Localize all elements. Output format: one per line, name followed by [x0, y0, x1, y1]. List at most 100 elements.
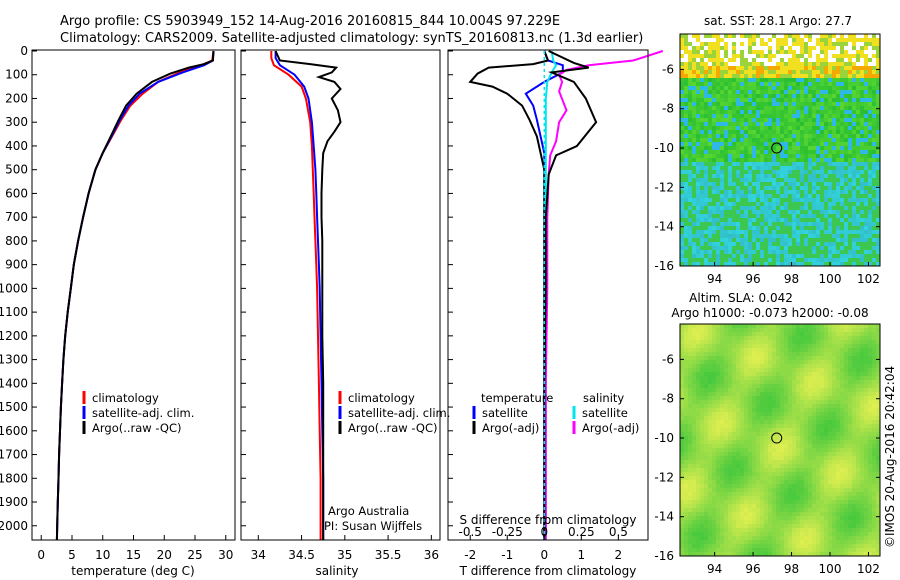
map-cell: [860, 178, 865, 183]
map-cell: [684, 134, 689, 139]
map-cell: [688, 50, 693, 55]
map-cell: [744, 246, 749, 251]
map-cell: [708, 214, 713, 219]
map-cell: [796, 250, 801, 255]
map-cell: [700, 348, 705, 353]
map-cell: [732, 182, 737, 187]
map-cell: [756, 408, 761, 413]
map-cell: [832, 364, 837, 369]
map-cell: [832, 444, 837, 449]
map-cell: [836, 198, 841, 203]
map-cell: [700, 250, 705, 255]
map-cell: [688, 66, 693, 71]
map-cell: [852, 38, 857, 43]
map-cell: [720, 118, 725, 123]
map-cell: [788, 86, 793, 91]
map-cell: [724, 150, 729, 155]
map-cell: [680, 134, 685, 139]
map-cell: [796, 54, 801, 59]
salinity-depth-ticks: [241, 50, 246, 527]
map-cell: [680, 142, 685, 147]
map-cell: [760, 238, 765, 243]
map-cell: [796, 82, 801, 87]
map-cell: [812, 162, 817, 167]
map-cell: [756, 440, 761, 445]
map-cell: [748, 70, 753, 75]
map-cell: [864, 340, 869, 345]
map-cell: [876, 118, 881, 123]
map-cell: [864, 400, 869, 405]
map-cell: [808, 86, 813, 91]
map-cell: [856, 226, 861, 231]
map-cell: [680, 360, 685, 365]
map-cell: [836, 54, 841, 59]
map-cell: [848, 254, 853, 259]
map-cell: [876, 54, 881, 59]
map-cell: [832, 246, 837, 251]
map-cell: [844, 332, 849, 337]
map-cell: [852, 376, 857, 381]
map-cell: [840, 198, 845, 203]
map-cell: [684, 194, 689, 199]
map-cell: [712, 162, 717, 167]
map-cell: [796, 146, 801, 151]
map-cell: [720, 86, 725, 91]
map-cell: [776, 174, 781, 179]
map-cell: [700, 392, 705, 397]
map-cell: [808, 226, 813, 231]
map-cell: [768, 94, 773, 99]
map-cell: [876, 218, 881, 223]
map-cell: [748, 242, 753, 247]
map-cell: [792, 416, 797, 421]
depth-tick-label: 1700: [0, 448, 28, 462]
map-cell: [728, 94, 733, 99]
map-cell: [868, 106, 873, 111]
map-cell: [724, 38, 729, 43]
map-cell: [848, 258, 853, 263]
map-cell: [748, 174, 753, 179]
map-cell: [704, 158, 709, 163]
map-cell: [776, 158, 781, 163]
map-cell: [848, 226, 853, 231]
map-cell: [708, 408, 713, 413]
map-cell: [736, 198, 741, 203]
map-cell: [796, 340, 801, 345]
map-cell: [788, 194, 793, 199]
map-cell: [772, 368, 777, 373]
map-cell: [732, 372, 737, 377]
map-cell: [788, 412, 793, 417]
map-cell: [728, 198, 733, 203]
map-cell: [692, 246, 697, 251]
map-cell: [764, 384, 769, 389]
map-cell: [744, 360, 749, 365]
map-cell: [708, 62, 713, 67]
temperature-plot-area: [55, 50, 215, 541]
map-cell: [864, 448, 869, 453]
map-cell: [776, 198, 781, 203]
map-cell: [772, 336, 777, 341]
map-cell: [876, 194, 881, 199]
map-cell: [864, 364, 869, 369]
map-cell: [768, 336, 773, 341]
map-cell: [780, 194, 785, 199]
map-cell: [868, 74, 873, 79]
map-cell: [704, 344, 709, 349]
map-cell: [732, 154, 737, 159]
map-cell: [728, 78, 733, 83]
map-cell: [692, 408, 697, 413]
map-cell: [792, 408, 797, 413]
map-cell: [780, 368, 785, 373]
map-cell: [756, 122, 761, 127]
map-cell: [792, 134, 797, 139]
map-cell: [796, 194, 801, 199]
map-cell: [684, 186, 689, 191]
map-cell: [848, 262, 853, 267]
map-cell: [844, 46, 849, 51]
map-cell: [860, 214, 865, 219]
map-cell: [680, 456, 685, 461]
map-cell: [856, 332, 861, 337]
map-cell: [720, 166, 725, 171]
map-cell: [724, 432, 729, 437]
map-cell: [760, 444, 765, 449]
map-cell: [876, 400, 881, 405]
